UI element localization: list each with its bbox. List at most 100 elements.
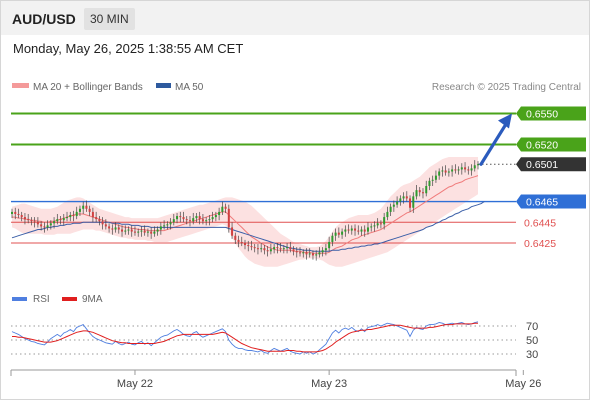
candle-body (360, 229, 363, 232)
candle (240, 236, 243, 247)
candle-body (428, 180, 431, 186)
candle (104, 219, 107, 230)
candle-body (434, 175, 437, 180)
candle-body (460, 167, 463, 170)
candle-body (98, 219, 101, 222)
candle (121, 225, 124, 237)
candle-body (250, 246, 253, 248)
candle-body (218, 211, 221, 216)
candle (292, 246, 295, 256)
candle (10, 208, 14, 219)
level-tag-2 (516, 157, 586, 172)
candle-body (150, 231, 153, 234)
candle-body (231, 227, 234, 236)
x-tick-label-0: May 22 (117, 378, 153, 390)
candle (447, 168, 450, 177)
candle-body (467, 169, 470, 171)
candle-body (188, 220, 191, 222)
candle-body (305, 252, 308, 255)
candle (20, 211, 23, 222)
candle (211, 211, 214, 223)
candle (30, 217, 33, 226)
candle (218, 207, 221, 221)
level-tag-3 (516, 194, 586, 209)
candle (337, 227, 340, 238)
candle-body (104, 224, 107, 227)
candle (279, 242, 282, 253)
candle-body (470, 168, 473, 171)
candle-body (282, 248, 285, 250)
candle (370, 223, 373, 232)
candle (53, 217, 56, 229)
candle (350, 225, 353, 235)
candle (366, 222, 369, 235)
candle (43, 222, 46, 233)
candle-body (253, 247, 256, 249)
timeframe-badge[interactable]: 30 MIN (84, 8, 135, 30)
candle (166, 221, 169, 230)
candle (451, 165, 454, 177)
candle-body (156, 229, 159, 232)
candle-body (256, 248, 259, 250)
candle-body (370, 226, 373, 228)
candle-body (331, 235, 334, 242)
x-tick-label-1: May 23 (311, 378, 347, 390)
candle-body (56, 219, 59, 222)
candle (101, 217, 104, 230)
candle-body (473, 165, 476, 169)
candle (363, 225, 366, 237)
candle-body (444, 170, 447, 173)
candle-body (36, 222, 39, 225)
candle (286, 242, 289, 254)
candle-body (344, 229, 347, 232)
rsi-level-label-0: 70 (526, 321, 538, 333)
candle (156, 226, 159, 236)
candle (124, 225, 127, 235)
rsi-line (11, 321, 479, 355)
candle-body (101, 221, 104, 225)
candle (415, 184, 418, 200)
candle (269, 244, 272, 255)
candle (379, 220, 382, 229)
candle-body (425, 186, 428, 194)
candle-body (166, 224, 169, 226)
candle-body (415, 190, 418, 197)
candle (344, 225, 347, 237)
candle (383, 212, 386, 230)
candle (85, 200, 88, 212)
candle-body (350, 228, 353, 231)
candle-body (88, 208, 91, 212)
candle (467, 166, 470, 175)
candle-body (49, 223, 52, 226)
candle-body (201, 219, 204, 222)
candle (418, 187, 421, 197)
candle-body (234, 235, 237, 240)
candle-body (224, 206, 227, 209)
candle (188, 216, 191, 227)
candle-body (308, 253, 311, 255)
candle-body (91, 211, 94, 218)
candle (98, 216, 101, 226)
candle-body (108, 226, 111, 229)
candle-body (396, 201, 399, 205)
candle-body (383, 217, 386, 225)
candle (476, 161, 480, 170)
candle (273, 244, 276, 254)
candle (143, 225, 146, 236)
candle-body (95, 217, 98, 220)
candle-body (418, 190, 421, 193)
candle-body (27, 219, 30, 221)
candle (460, 163, 463, 175)
candle (376, 218, 379, 229)
candle-body (208, 219, 211, 221)
candle (117, 224, 120, 234)
level-label-3: 0.6465 (526, 197, 558, 209)
candle (14, 207, 17, 220)
candle-body (179, 216, 182, 218)
candle-body (121, 229, 124, 232)
level-label-5: 0.6425 (524, 238, 556, 250)
candle-body (133, 231, 136, 233)
level-label-1: 0.6520 (526, 140, 558, 152)
candle-body (85, 205, 88, 209)
candle (347, 224, 350, 234)
